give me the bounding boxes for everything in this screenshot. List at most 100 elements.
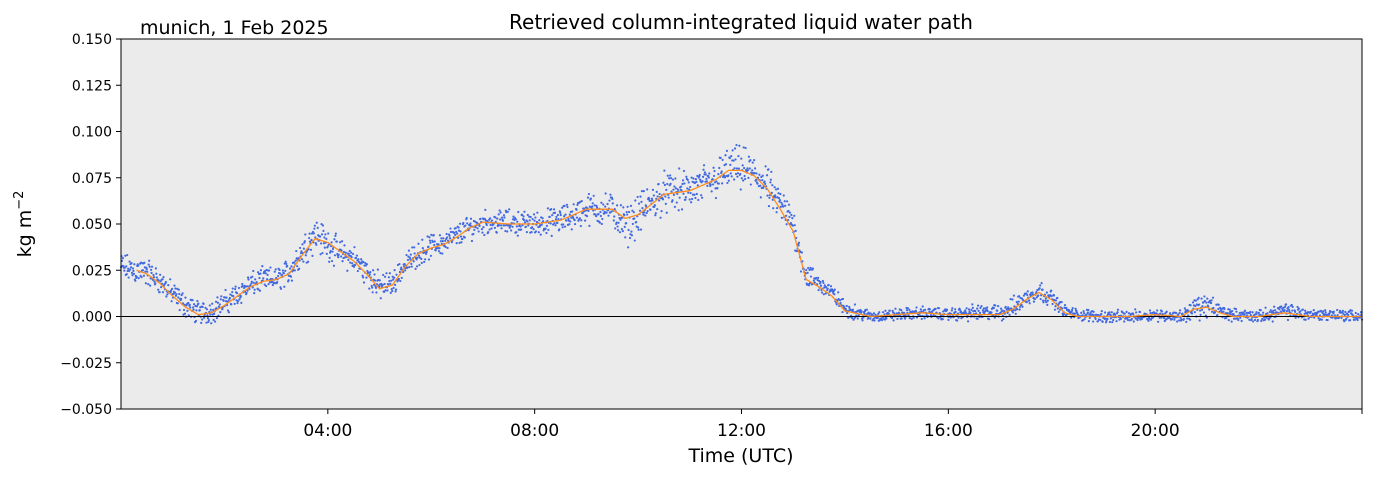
data-point xyxy=(410,262,413,265)
data-point xyxy=(635,220,638,224)
data-point xyxy=(1111,320,1114,324)
data-point xyxy=(954,310,957,313)
data-point xyxy=(487,231,490,234)
data-point xyxy=(1057,310,1060,313)
data-point xyxy=(1264,306,1267,309)
data-point xyxy=(827,283,830,287)
data-point xyxy=(1198,303,1201,306)
data-point xyxy=(851,308,855,311)
data-point xyxy=(293,269,296,272)
data-point xyxy=(661,198,665,201)
data-point xyxy=(1312,308,1315,312)
data-point xyxy=(249,284,252,287)
data-point xyxy=(552,208,556,211)
data-point xyxy=(463,236,466,239)
data-point xyxy=(1317,317,1320,320)
data-point xyxy=(1052,294,1056,297)
data-point xyxy=(671,178,675,181)
data-point xyxy=(1202,301,1205,304)
data-point xyxy=(403,263,406,266)
data-point xyxy=(623,225,626,229)
data-point xyxy=(1239,314,1242,317)
data-point xyxy=(997,305,1000,308)
data-point xyxy=(527,224,530,227)
data-point xyxy=(1126,318,1130,322)
y-axis-label: kg m−2 xyxy=(12,191,36,258)
data-point xyxy=(393,283,397,286)
data-point xyxy=(1189,318,1192,321)
data-point xyxy=(300,250,303,253)
data-point xyxy=(328,260,331,263)
data-point xyxy=(865,308,868,311)
data-point xyxy=(1014,309,1017,312)
data-point xyxy=(689,191,692,195)
data-point xyxy=(197,302,200,305)
data-point xyxy=(1343,320,1346,323)
data-point xyxy=(1248,318,1251,321)
data-point xyxy=(1210,310,1214,313)
data-point xyxy=(367,271,370,274)
data-point xyxy=(227,311,231,314)
data-point xyxy=(1040,281,1043,285)
data-point xyxy=(1088,316,1091,320)
data-point xyxy=(255,281,258,284)
data-point xyxy=(339,241,342,244)
data-point xyxy=(754,178,758,181)
data-point xyxy=(1249,310,1252,314)
data-point xyxy=(490,227,493,230)
data-point xyxy=(315,221,318,224)
data-point xyxy=(1253,318,1257,322)
data-point xyxy=(1212,306,1215,310)
data-point xyxy=(130,271,134,274)
data-point xyxy=(412,260,415,263)
data-point xyxy=(634,199,637,202)
data-point xyxy=(1083,318,1086,321)
data-point xyxy=(458,241,461,244)
data-point xyxy=(200,321,203,325)
data-point xyxy=(680,189,683,192)
data-point xyxy=(391,289,394,293)
data-point xyxy=(236,301,239,305)
data-point xyxy=(252,269,255,273)
data-point xyxy=(1328,312,1331,315)
data-point xyxy=(741,164,744,167)
data-point xyxy=(1046,299,1049,302)
data-point xyxy=(626,205,629,208)
data-point xyxy=(820,291,824,294)
data-point xyxy=(1230,320,1233,323)
data-point xyxy=(495,231,498,234)
data-point xyxy=(258,276,261,280)
data-point xyxy=(453,232,456,235)
data-point xyxy=(221,308,224,311)
data-point xyxy=(1099,318,1102,322)
data-point xyxy=(1297,307,1301,310)
data-point xyxy=(573,222,577,226)
data-point xyxy=(1354,311,1357,315)
data-point xyxy=(841,310,844,314)
data-point xyxy=(432,233,435,237)
data-point xyxy=(1056,307,1059,310)
data-point xyxy=(340,240,344,243)
data-point xyxy=(399,279,402,283)
data-point xyxy=(441,240,444,243)
data-point xyxy=(978,311,982,314)
data-point xyxy=(599,210,602,214)
data-point xyxy=(653,204,656,207)
data-point xyxy=(213,320,217,323)
data-point xyxy=(404,269,407,272)
data-point xyxy=(1344,310,1347,314)
data-point xyxy=(550,208,553,211)
data-point xyxy=(541,217,544,220)
data-point xyxy=(344,251,347,254)
data-point xyxy=(454,227,457,230)
data-point xyxy=(208,304,211,307)
data-point xyxy=(1286,318,1290,322)
data-point xyxy=(570,216,573,219)
data-point xyxy=(503,216,506,219)
data-point xyxy=(1324,309,1327,312)
data-point xyxy=(409,258,412,261)
data-point xyxy=(654,214,657,217)
data-point xyxy=(353,246,356,249)
data-point xyxy=(701,196,704,199)
data-point xyxy=(515,225,518,228)
